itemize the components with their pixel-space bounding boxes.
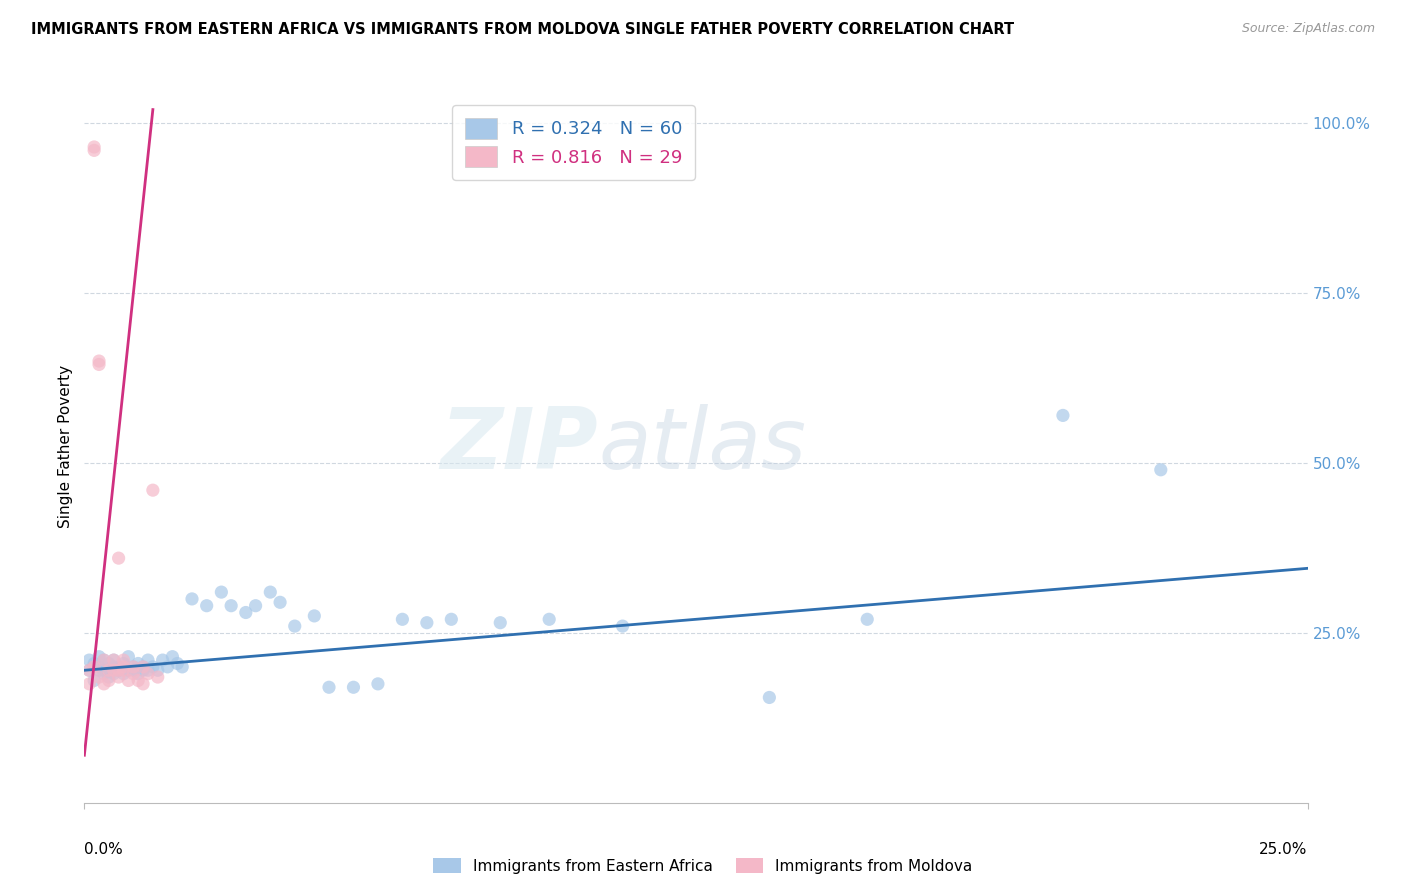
Point	[259, 585, 281, 599]
Point	[103, 663, 125, 677]
Point	[440, 612, 463, 626]
Point	[122, 660, 145, 674]
Point	[103, 666, 125, 681]
Point	[235, 606, 257, 620]
Point	[304, 608, 326, 623]
Text: Source: ZipAtlas.com: Source: ZipAtlas.com	[1241, 22, 1375, 36]
Point	[156, 660, 179, 674]
Y-axis label: Single Father Poverty: Single Father Poverty	[58, 365, 73, 527]
Point	[93, 666, 115, 681]
Point	[77, 663, 100, 677]
Point	[136, 666, 159, 681]
Point	[219, 599, 242, 613]
Point	[318, 680, 340, 694]
Point	[87, 354, 110, 368]
Point	[103, 653, 125, 667]
Point	[132, 660, 155, 674]
Point	[97, 663, 120, 677]
Point	[269, 595, 291, 609]
Point	[77, 677, 100, 691]
Point	[93, 653, 115, 667]
Text: atlas: atlas	[598, 404, 806, 488]
Point	[83, 660, 105, 674]
Point	[136, 663, 159, 677]
Point	[127, 673, 149, 688]
Point	[93, 653, 115, 667]
Point	[83, 144, 105, 158]
Point	[93, 677, 115, 691]
Point	[758, 690, 780, 705]
Point	[132, 660, 155, 674]
Point	[112, 666, 135, 681]
Point	[107, 551, 129, 566]
Point	[284, 619, 307, 633]
Point	[181, 591, 204, 606]
Point	[117, 663, 139, 677]
Point	[489, 615, 512, 630]
Point	[97, 657, 120, 671]
Point	[107, 670, 129, 684]
Point	[122, 660, 145, 674]
Point	[152, 653, 174, 667]
Point	[122, 666, 145, 681]
Point	[97, 670, 120, 684]
Point	[87, 358, 110, 372]
Point	[146, 663, 169, 677]
Point	[83, 140, 105, 154]
Point	[112, 663, 135, 677]
Point	[612, 619, 634, 633]
Point	[856, 612, 879, 626]
Point	[83, 673, 105, 688]
Point	[342, 680, 364, 694]
Point	[117, 649, 139, 664]
Point	[112, 660, 135, 674]
Point	[107, 660, 129, 674]
Text: IMMIGRANTS FROM EASTERN AFRICA VS IMMIGRANTS FROM MOLDOVA SINGLE FATHER POVERTY : IMMIGRANTS FROM EASTERN AFRICA VS IMMIGR…	[31, 22, 1014, 37]
Point	[103, 660, 125, 674]
Point	[245, 599, 267, 613]
Point	[367, 677, 389, 691]
Text: 0.0%: 0.0%	[84, 842, 124, 857]
Point	[538, 612, 561, 626]
Point	[142, 483, 165, 498]
Point	[172, 660, 194, 674]
Point	[1150, 463, 1173, 477]
Point	[195, 599, 218, 613]
Point	[162, 649, 184, 664]
Point	[391, 612, 413, 626]
Point	[416, 615, 439, 630]
Point	[132, 677, 155, 691]
Point	[122, 663, 145, 677]
Text: 25.0%: 25.0%	[1260, 842, 1308, 857]
Point	[166, 657, 188, 671]
Point	[97, 673, 120, 688]
Point	[142, 660, 165, 674]
Point	[77, 653, 100, 667]
Point	[103, 653, 125, 667]
Point	[132, 663, 155, 677]
Point	[87, 670, 110, 684]
Point	[117, 673, 139, 688]
Point	[97, 663, 120, 677]
Point	[87, 660, 110, 674]
Point	[112, 653, 135, 667]
Legend: R = 0.324   N = 60, R = 0.816   N = 29: R = 0.324 N = 60, R = 0.816 N = 29	[453, 105, 695, 179]
Point	[1052, 409, 1074, 423]
Legend: Immigrants from Eastern Africa, Immigrants from Moldova: Immigrants from Eastern Africa, Immigran…	[427, 852, 979, 880]
Point	[87, 663, 110, 677]
Point	[107, 663, 129, 677]
Text: ZIP: ZIP	[440, 404, 598, 488]
Point	[83, 657, 105, 671]
Point	[112, 657, 135, 671]
Point	[93, 663, 115, 677]
Point	[107, 663, 129, 677]
Point	[77, 663, 100, 677]
Point	[146, 670, 169, 684]
Point	[127, 657, 149, 671]
Point	[136, 653, 159, 667]
Point	[87, 649, 110, 664]
Point	[127, 666, 149, 681]
Point	[209, 585, 232, 599]
